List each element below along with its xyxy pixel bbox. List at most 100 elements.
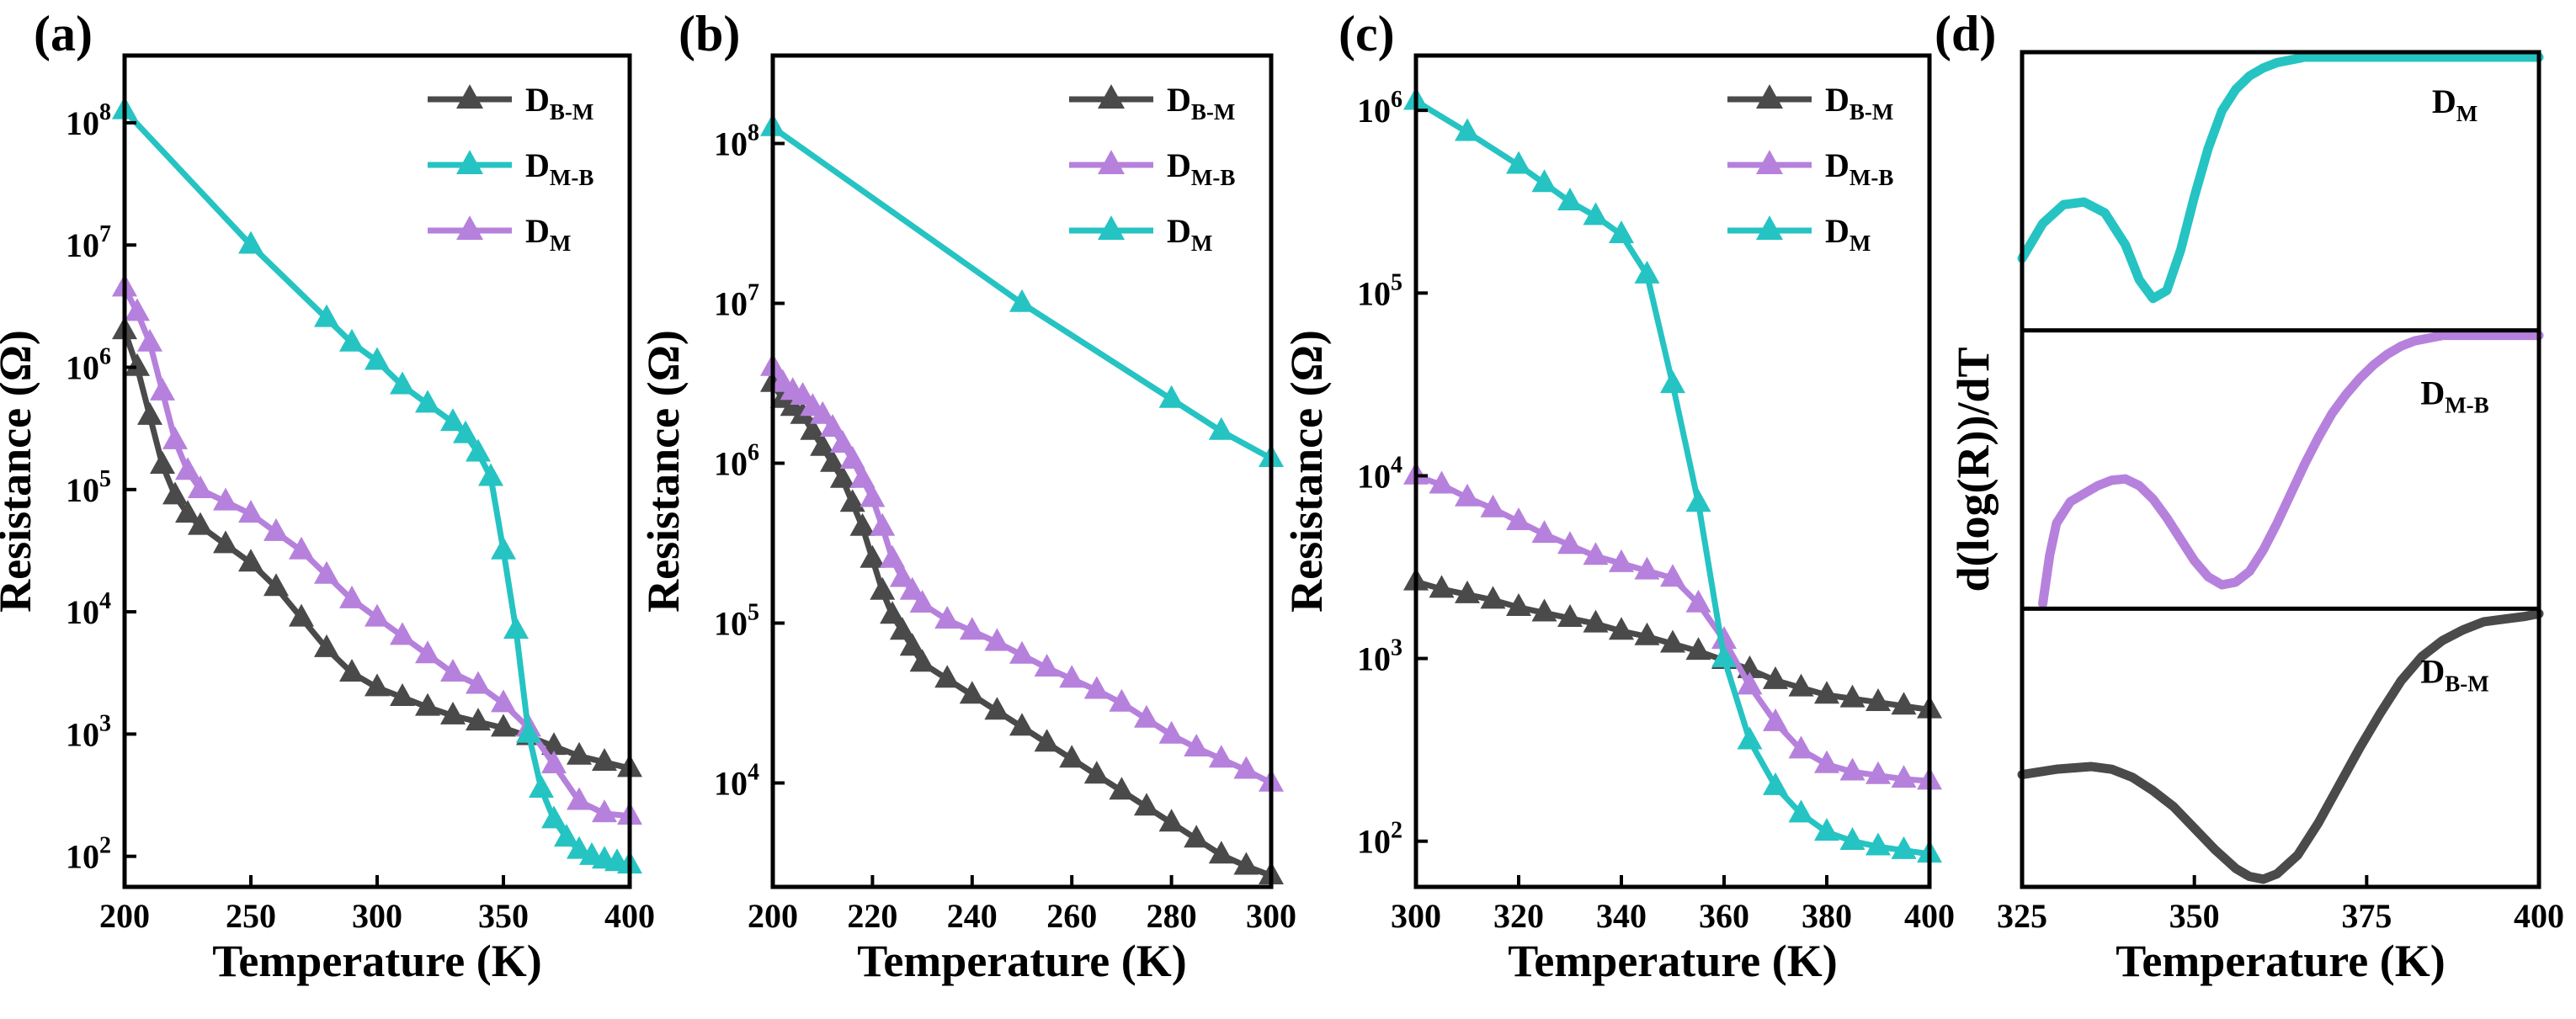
data-point-D_M-B	[909, 589, 935, 613]
subplot-label: DB-M	[2420, 652, 2488, 696]
data-point-D_M-B	[1034, 653, 1060, 677]
data-point-D_B-M	[870, 576, 896, 600]
x-tick-label: 200	[99, 897, 150, 935]
data-point-D_M-B	[1557, 531, 1583, 555]
legend-item: DM	[525, 212, 571, 256]
y-tick-label: 104	[1357, 452, 1402, 495]
data-point-D_M-B	[188, 475, 213, 499]
x-tick-label: 400	[2514, 897, 2564, 935]
legend-item: DM	[1825, 212, 1871, 256]
data-point-D_B-M	[820, 448, 846, 472]
data-point-D_B-M	[1034, 729, 1060, 752]
data-point-D_M-B	[1009, 640, 1035, 664]
legend-item: DM-B	[1167, 146, 1235, 190]
data-point-D_M-B	[1583, 542, 1609, 565]
data-point-D_B-M	[466, 708, 491, 731]
data-point-D_B-M	[137, 401, 162, 425]
data-point-D_B-M	[1839, 684, 1865, 708]
legend-marker	[456, 215, 483, 240]
series-line-D_M-B	[1414, 473, 1930, 784]
data-point-D_B-M	[289, 603, 314, 627]
panel-c: 300 320 340 360 380 400 102 103 104 105 106 Tempera…	[1281, 6, 1955, 986]
y-axis-label: d(log(R))/dT	[1948, 347, 1999, 592]
data-point-D_B-M	[810, 433, 836, 456]
data-point-D_M-B	[1109, 688, 1135, 712]
x-axis-label: Temperature (K)	[857, 936, 1186, 986]
legend-marker	[1756, 150, 1783, 174]
legend-marker	[456, 150, 483, 174]
data-point-D_M	[491, 536, 516, 560]
data-point-D_M-B	[1634, 556, 1660, 580]
legend-item: DM-B	[1825, 146, 1893, 190]
x-tick-label: 260	[1046, 897, 1097, 935]
data-point-D_M-B	[1660, 564, 1685, 587]
data-point-D_M-B	[1455, 483, 1480, 507]
data-point-D_M	[478, 463, 503, 486]
data-point-D_M	[1531, 169, 1557, 193]
panel-a: 200 250 300 350 400 102 103 104 105 106 107 108 Temp…	[0, 6, 655, 986]
data-point-D_B-M	[1685, 637, 1711, 661]
data-point-D_M-B	[810, 401, 836, 424]
data-point-D_M	[1763, 772, 1788, 795]
data-point-D_B-M	[1583, 609, 1609, 633]
y-tick-label: 107	[66, 221, 111, 264]
data-point-D_M-B	[1208, 745, 1234, 768]
y-axis-label: Resistance (Ω)	[638, 330, 689, 613]
data-point-D_M-B	[899, 576, 925, 600]
data-point-D_M	[1839, 826, 1865, 850]
data-point-D_M	[1158, 385, 1184, 408]
data-point-D_M-B	[125, 298, 150, 321]
data-point-D_M-B	[934, 605, 961, 629]
data-point-D_M	[1788, 799, 1814, 823]
data-point-D_B-M	[1083, 761, 1110, 784]
data-point-D_M-B	[1788, 735, 1814, 759]
data-point-D_B-M	[339, 658, 365, 682]
data-point-D_B-M	[880, 601, 906, 624]
data-point-D_M-B	[440, 658, 466, 682]
data-point-D_M	[1865, 832, 1891, 856]
data-point-D_M-B	[1158, 720, 1184, 744]
data-point-D_M-B	[1609, 549, 1634, 572]
x-tick-label: 360	[1699, 897, 1749, 935]
data-point-D_M	[541, 805, 567, 829]
plot-frame	[1413, 53, 1932, 889]
data-point-D_B-M	[1184, 825, 1210, 848]
data-point-D_M-B	[365, 603, 390, 627]
data-point-D_M-B	[1685, 589, 1711, 613]
x-axis-label: Temperature (K)	[212, 936, 541, 986]
data-point-D_M	[415, 390, 440, 413]
data-point-D_B-M	[829, 464, 855, 488]
legend-marker	[456, 84, 483, 109]
data-point-D_B-M	[238, 549, 263, 572]
y-tick-label: 106	[66, 344, 111, 387]
data-point-D_B-M	[1134, 793, 1159, 816]
series-line-D_B-M	[121, 329, 631, 772]
y-tick-label: 105	[1357, 269, 1402, 312]
data-point-D_B-M	[365, 673, 390, 697]
data-point-D_B-M	[188, 512, 213, 535]
data-point-D_M-B	[491, 689, 516, 713]
data-point-D_B-M	[175, 500, 200, 523]
data-point-D_M-B	[1506, 507, 1531, 530]
data-point-D_M	[238, 231, 263, 254]
data-point-D_M	[365, 347, 390, 370]
data-point-D_B-M	[800, 417, 826, 440]
data-point-D_B-M	[125, 353, 150, 376]
panel-label: (c)	[1339, 6, 1395, 61]
data-point-D_B-M	[541, 732, 567, 756]
data-point-D_M-B	[1059, 665, 1085, 688]
data-point-D_M-B	[390, 622, 415, 645]
plot-frame	[770, 53, 1274, 889]
data-point-D_B-M	[1208, 841, 1234, 864]
data-point-D_M-B	[289, 536, 314, 560]
data-point-D_M-B	[849, 464, 876, 488]
data-point-D_M	[529, 775, 554, 799]
data-point-D_M-B	[263, 517, 289, 541]
y-tick-label: 106	[1357, 87, 1402, 130]
data-point-D_M-B	[1711, 626, 1737, 650]
data-point-D_M-B	[889, 564, 915, 587]
data-point-D_M-B	[829, 429, 855, 453]
data-point-D_B-M	[860, 544, 886, 568]
y-tick-label: 103	[66, 710, 111, 753]
data-point-D_B-M	[839, 489, 865, 512]
